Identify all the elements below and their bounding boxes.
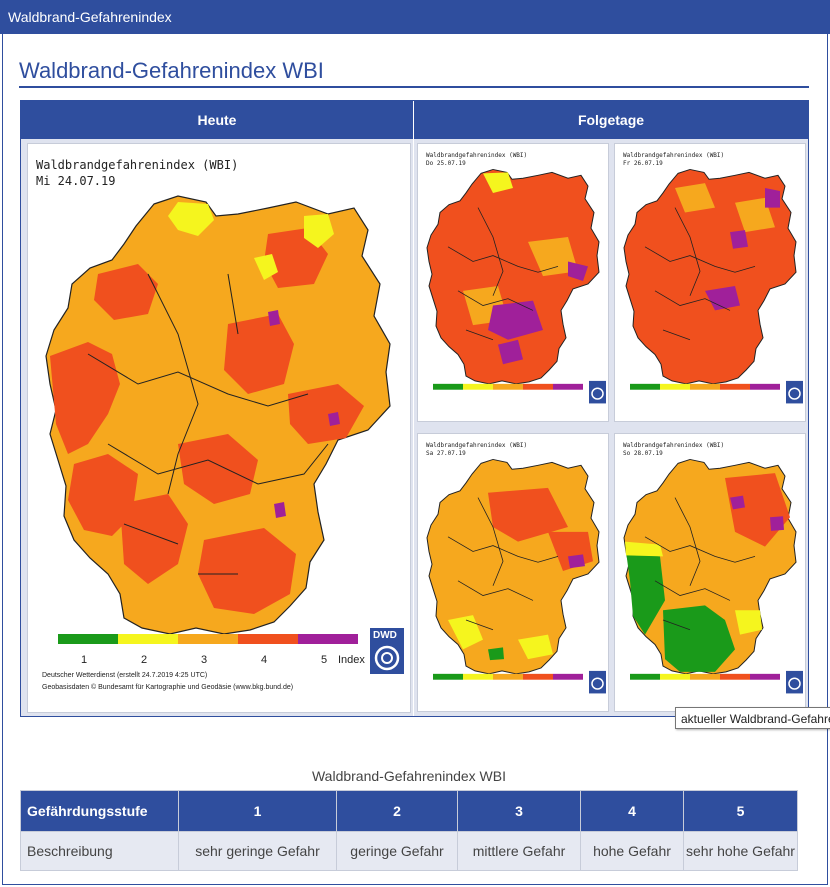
header-cell-level: Gefährdungsstufe xyxy=(20,790,179,832)
header-cell-4: 4 xyxy=(580,790,684,832)
map-panel: Heute Folgetage Waldbrandgefahrenindex (… xyxy=(20,100,809,717)
column-divider xyxy=(413,101,414,716)
map-day-2-date: Fr 26.07.19 xyxy=(623,160,663,167)
window-title-bar: Waldbrand-Gefahrenindex xyxy=(0,0,830,34)
header-following-days: Folgetage xyxy=(414,101,808,139)
germany-map-day-3 xyxy=(426,458,606,694)
dwd-logo: DWD xyxy=(373,630,397,641)
map-today-title: Waldbrandgefahrenindex (WBI) xyxy=(36,158,239,172)
desc-cell-2: geringe Gefahr xyxy=(336,831,458,871)
heading-divider xyxy=(19,86,809,88)
page-heading: Waldbrand-Gefahrenindex WBI xyxy=(19,58,324,83)
map-credit-line2: Geobasisdaten © Bundesamt für Kartograph… xyxy=(42,684,294,691)
map-day-3[interactable]: Waldbrandgefahrenindex (WBI) Sa 27.07.19 xyxy=(417,433,609,712)
germany-map-day-1 xyxy=(426,168,606,404)
header-cell-1: 1 xyxy=(178,790,337,832)
map-day-4-date: So 28.07.19 xyxy=(623,450,663,457)
legend-num-1: 1 xyxy=(81,654,88,666)
map-day-1-date: Do 25.07.19 xyxy=(426,160,466,167)
legend-index-label: Index xyxy=(338,654,365,666)
content-frame xyxy=(2,34,828,885)
desc-cell-5: sehr hohe Gefahr xyxy=(683,831,798,871)
map-day-1[interactable]: Waldbrandgefahrenindex (WBI) Do 25.07.19 xyxy=(417,143,609,422)
table-header-row: Gefährdungsstufe 1 2 3 4 5 xyxy=(20,790,798,832)
legend-num-4: 4 xyxy=(261,654,268,666)
germany-map-day-2 xyxy=(623,168,803,404)
desc-cell-3: mittlere Gefahr xyxy=(457,831,581,871)
map-day-4[interactable]: Waldbrandgefahrenindex (WBI) So 28.07.19 xyxy=(614,433,806,712)
map-day-3-date: Sa 27.07.19 xyxy=(426,450,466,457)
header-cell-2: 2 xyxy=(336,790,458,832)
map-day-4-title: Waldbrandgefahrenindex (WBI) xyxy=(623,442,725,449)
map-today[interactable]: Waldbrandgefahrenindex (WBI) Mi 24.07.19 xyxy=(27,143,411,713)
legend-num-3: 3 xyxy=(201,654,208,666)
window-title: Waldbrand-Gefahrenindex xyxy=(8,9,172,25)
table-row: Beschreibung sehr geringe Gefahr geringe… xyxy=(20,831,798,871)
map-day-2-title: Waldbrandgefahrenindex (WBI) xyxy=(623,152,725,159)
desc-cell-1: sehr geringe Gefahr xyxy=(178,831,337,871)
header-cell-5: 5 xyxy=(683,790,798,832)
legend-num-5: 5 xyxy=(321,654,328,666)
legend-num-2: 2 xyxy=(141,654,148,666)
row-label: Beschreibung xyxy=(20,831,179,871)
map-day-3-title: Waldbrandgefahrenindex (WBI) xyxy=(426,442,528,449)
germany-map-day-4 xyxy=(623,458,803,694)
header-cell-3: 3 xyxy=(457,790,581,832)
legend-table-caption: Waldbrand-Gefahrenindex WBI xyxy=(311,768,507,784)
germany-map-today xyxy=(45,195,404,674)
map-day-2[interactable]: Waldbrandgefahrenindex (WBI) Fr 26.07.19 xyxy=(614,143,806,422)
map-today-date: Mi 24.07.19 xyxy=(36,174,116,188)
map-tooltip: aktueller Waldbrand-Gefahrenindex xyxy=(675,707,830,729)
header-today: Heute xyxy=(21,101,413,139)
map-credit-line1: Deutscher Wetterdienst (erstellt 24.7.20… xyxy=(42,672,208,679)
desc-cell-4: hohe Gefahr xyxy=(580,831,684,871)
map-day-1-title: Waldbrandgefahrenindex (WBI) xyxy=(426,152,528,159)
danger-level-table: Gefährdungsstufe 1 2 3 4 5 Beschreibung … xyxy=(20,790,798,871)
